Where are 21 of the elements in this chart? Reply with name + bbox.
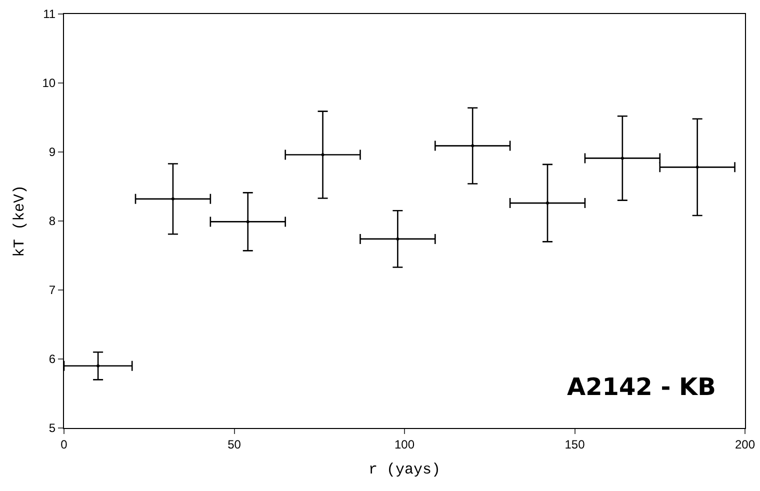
annotation: A2142 - KB xyxy=(567,373,716,401)
y-tick-label: 10 xyxy=(42,76,56,90)
point xyxy=(471,144,474,148)
point xyxy=(396,237,400,240)
y-tick-label: 5 xyxy=(48,421,56,436)
point xyxy=(246,220,250,224)
x-axis-title: r (yays) xyxy=(368,461,441,478)
y-tick-label: 6 xyxy=(48,352,56,366)
x-tick-label: 100 xyxy=(394,437,415,452)
y-axis-title: kT (keV) xyxy=(11,184,28,258)
x-tick-label: 150 xyxy=(564,437,586,452)
y-tick-label: 11 xyxy=(43,7,56,22)
y-tick-label: 9 xyxy=(48,145,56,160)
point xyxy=(620,156,624,160)
y-tick-label: 7 xyxy=(48,283,56,298)
x-tick-label: 200 xyxy=(734,437,756,452)
x-tick-label: 0 xyxy=(60,437,68,452)
point xyxy=(696,166,699,169)
x-tick-label: 50 xyxy=(228,437,242,452)
y-tick-label: 8 xyxy=(48,214,56,228)
point xyxy=(321,153,324,156)
